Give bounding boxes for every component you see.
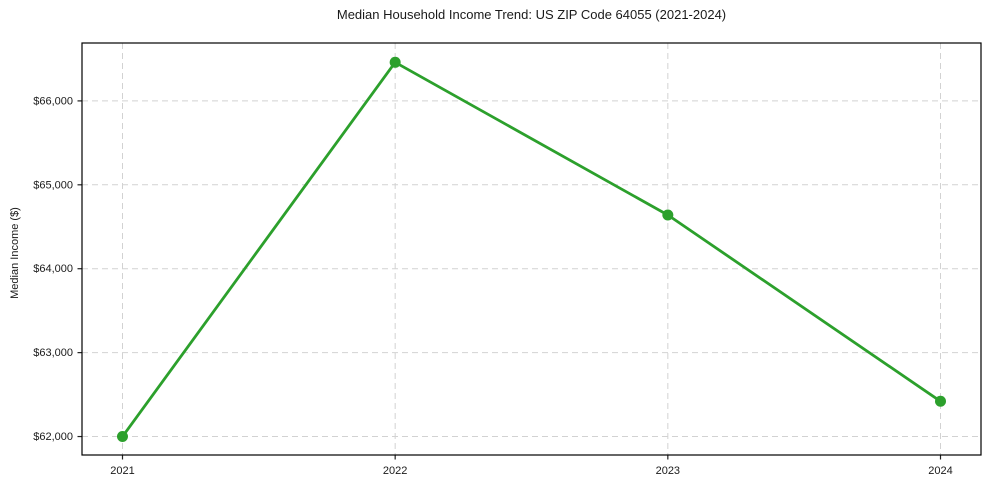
data-point-2024 xyxy=(935,395,946,407)
data-point-2022 xyxy=(389,56,401,68)
y-tick-label: $62,000 xyxy=(33,431,73,443)
data-point-2021 xyxy=(117,431,128,443)
chart-title: Median Household Income Trend: US ZIP Co… xyxy=(336,7,727,22)
x-tick-label: 2023 xyxy=(656,465,680,477)
plot-border xyxy=(81,42,982,456)
x-tick-label: 2021 xyxy=(110,465,134,477)
x-tick-label: 2024 xyxy=(928,465,952,477)
y-tick-label: $66,000 xyxy=(33,95,73,107)
y-tick-label: $65,000 xyxy=(33,179,73,191)
y-tick-label: $63,000 xyxy=(33,347,73,359)
x-tick-label: 2022 xyxy=(383,465,407,477)
y-tick-label: $64,000 xyxy=(33,263,73,275)
trend-line xyxy=(121,60,942,438)
data-point-2023 xyxy=(662,209,674,221)
